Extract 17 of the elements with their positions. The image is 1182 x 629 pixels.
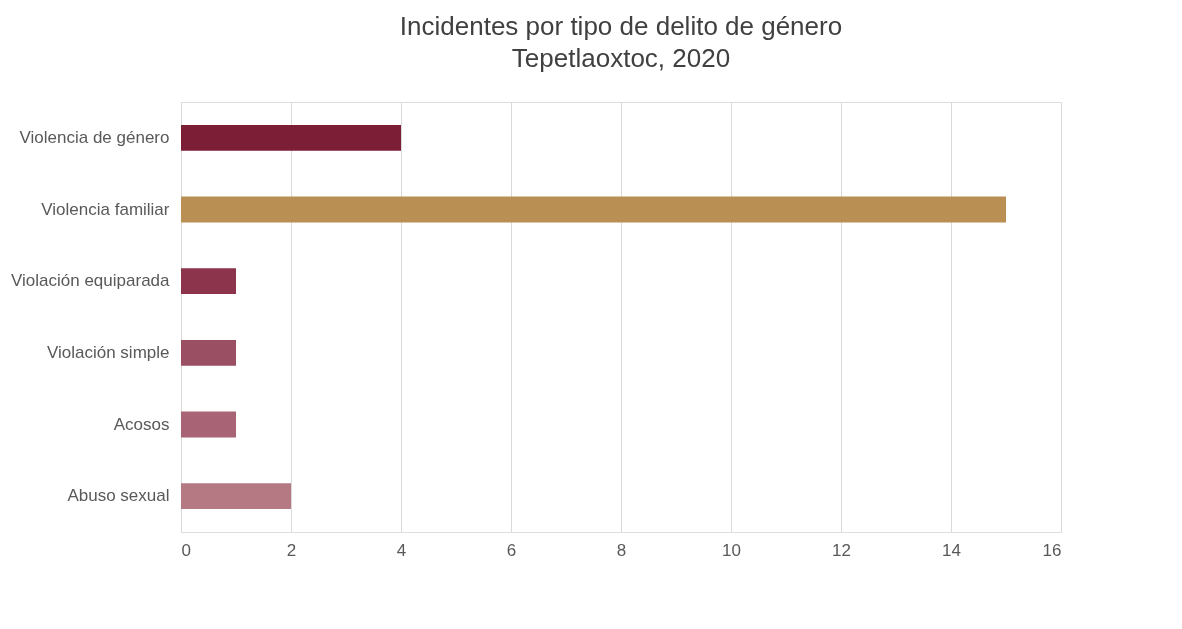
x-tick-label: 12 xyxy=(832,540,851,560)
x-tick-label: 2 xyxy=(286,540,297,560)
chart-title: Incidentes por tipo de delito de género xyxy=(399,11,843,41)
x-tick-label: 16 xyxy=(1042,540,1062,560)
x-tick-label: 14 xyxy=(942,540,961,560)
x-tick-label: 4 xyxy=(396,540,407,560)
x-tick-label: 0 xyxy=(181,540,191,560)
x-tick-label: 8 xyxy=(616,540,627,560)
y-tick-label: Acosos xyxy=(113,414,170,434)
y-tick-label: Violación simple xyxy=(46,342,170,362)
y-tick-label: Violencia familiar xyxy=(41,199,170,219)
x-tick-label: 6 xyxy=(506,540,517,560)
y-tick-label: Violación equiparada xyxy=(11,271,171,291)
chart-subtitle: Tepetlaoxtoc, 2020 xyxy=(511,43,731,73)
y-tick-label: Violencia de género xyxy=(19,127,170,147)
y-tick-label: Abuso sexual xyxy=(67,486,170,506)
x-tick-label: 10 xyxy=(722,540,741,560)
